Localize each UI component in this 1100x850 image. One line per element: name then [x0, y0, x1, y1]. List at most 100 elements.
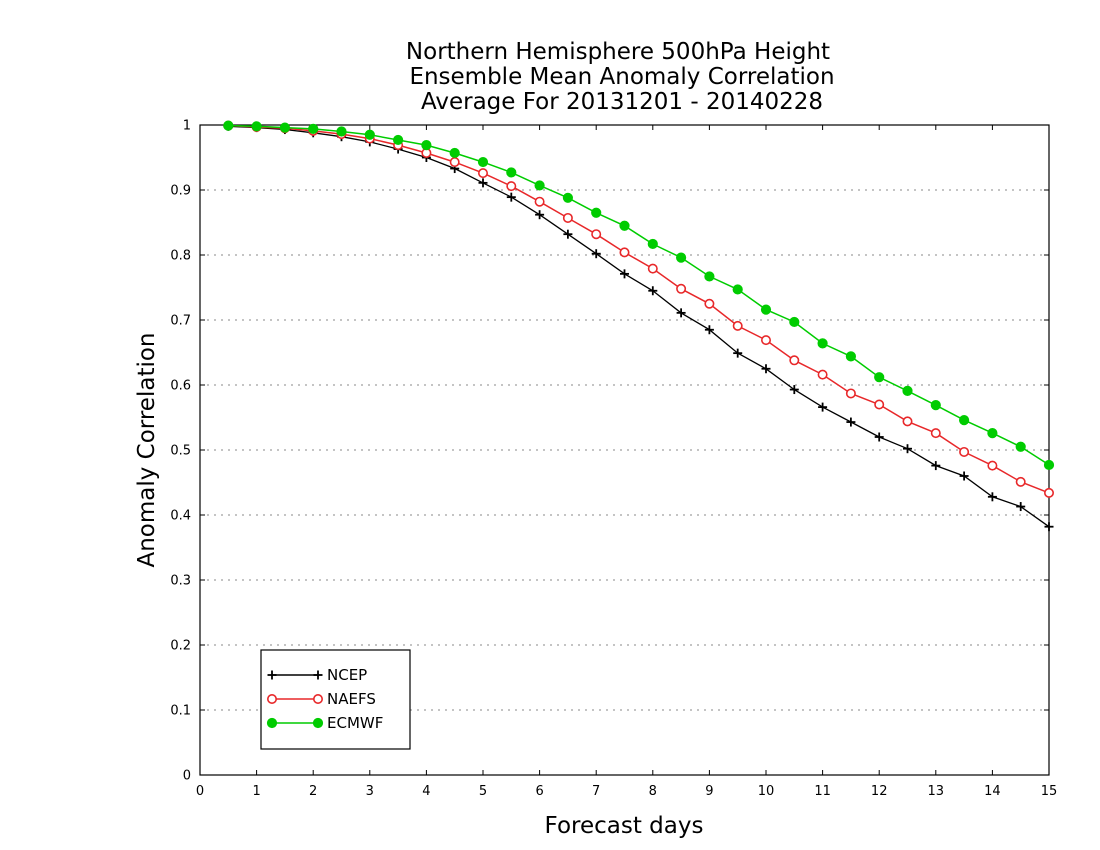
- point-ecmwf: [902, 385, 913, 396]
- legend-box: [260, 649, 411, 750]
- point-naefs: [1044, 487, 1055, 498]
- point-naefs: [817, 369, 828, 380]
- chart-title-line-1: Northern Hemisphere 500hPa Height: [406, 39, 830, 65]
- point-ecmwf: [449, 147, 460, 159]
- point-ncep: [761, 364, 771, 374]
- point-ncep: [506, 192, 516, 202]
- point-ecmwf: [732, 284, 743, 295]
- x-tick-label: 5: [479, 784, 487, 799]
- series-naefs: [223, 120, 1055, 498]
- legend-marker-ncep: [267, 670, 277, 680]
- x-tick-label: 14: [984, 784, 1001, 799]
- x-tick-label: 2: [309, 784, 317, 799]
- point-naefs: [591, 229, 602, 240]
- x-tick-label: 10: [758, 784, 775, 799]
- point-naefs: [845, 388, 856, 399]
- point-ecmwf: [562, 192, 574, 203]
- point-ecmwf: [789, 316, 800, 328]
- point-ncep: [704, 325, 714, 335]
- point-ncep: [874, 432, 884, 442]
- point-ecmwf: [591, 207, 602, 218]
- point-ecmwf: [619, 220, 630, 231]
- point-ecmwf: [704, 271, 715, 282]
- legend-item-naefs: NAEFS: [266, 690, 376, 708]
- x-axis-label: Forecast days: [545, 813, 704, 839]
- series-line-ncep: [228, 125, 1050, 528]
- point-ecmwf: [364, 129, 375, 140]
- point-naefs: [959, 446, 970, 457]
- point-ecmwf: [1043, 459, 1055, 471]
- point-naefs: [987, 460, 998, 471]
- grid-lines: [200, 189, 1049, 711]
- axis-ticks: 0 1 2 3 4 5 6 7 8 9 10 11 12 13 14 1500.10.20.30.40.50.…: [170, 119, 1057, 800]
- point-ecmwf: [534, 180, 545, 191]
- y-tick-label: 0: [183, 769, 191, 784]
- series-ncep: [223, 121, 1054, 532]
- point-naefs: [704, 298, 715, 309]
- y-tick-label: 0.5: [170, 444, 191, 459]
- point-ecmwf: [251, 121, 262, 132]
- point-ecmwf: [336, 126, 347, 137]
- point-ecmwf: [279, 122, 290, 133]
- chart-title-line-3: Average For 20131201 - 20140228: [421, 89, 823, 115]
- point-naefs: [1015, 476, 1026, 487]
- point-ecmwf: [987, 428, 998, 439]
- point-ncep: [620, 269, 629, 279]
- point-ncep: [733, 348, 743, 358]
- series-layer: [223, 120, 1055, 532]
- point-naefs: [534, 196, 545, 207]
- point-naefs: [562, 212, 573, 223]
- legend-marker-naefs: [266, 693, 277, 704]
- x-tick-label: 11: [814, 784, 831, 799]
- point-ncep: [903, 444, 912, 454]
- point-ncep: [987, 492, 997, 502]
- series-line-ecmwf: [228, 124, 1050, 466]
- legend-marker-naefs: [312, 693, 323, 704]
- x-tick-label: 1: [252, 784, 260, 799]
- point-ecmwf: [845, 351, 857, 362]
- x-tick-label: 9: [705, 784, 713, 799]
- legend-marker-ecmwf: [312, 717, 324, 729]
- y-tick-label: 0.1: [170, 704, 191, 719]
- point-ecmwf: [760, 304, 772, 315]
- legend-label-naefs: NAEFS: [327, 690, 376, 708]
- legend: NCEP NAEFS ECMWF: [260, 649, 411, 750]
- chart-title-line-2: Ensemble Mean Anomaly Correlation: [409, 64, 834, 90]
- point-ecmwf: [223, 120, 234, 131]
- point-naefs: [477, 168, 488, 179]
- point-naefs: [930, 428, 941, 439]
- point-ecmwf: [393, 134, 404, 146]
- series-ecmwf: [223, 120, 1055, 471]
- legend-item-ncep: NCEP: [267, 666, 367, 684]
- point-naefs: [789, 355, 800, 366]
- x-tick-label: 8: [649, 784, 657, 799]
- point-ncep: [676, 308, 686, 318]
- point-naefs: [732, 320, 743, 331]
- point-ncep: [563, 229, 573, 239]
- y-tick-label: 0.7: [170, 314, 191, 329]
- x-tick-label: 13: [928, 784, 945, 799]
- legend-item-ecmwf: ECMWF: [266, 714, 383, 732]
- point-ncep: [931, 461, 941, 471]
- point-naefs: [902, 416, 913, 427]
- x-tick-label: 6: [535, 784, 543, 799]
- legend-label-ecmwf: ECMWF: [327, 714, 383, 732]
- x-tick-label: 7: [592, 784, 600, 799]
- point-naefs: [619, 247, 630, 258]
- y-tick-label: 0.8: [170, 249, 191, 264]
- point-naefs: [874, 399, 885, 410]
- x-tick-label: 0: [196, 784, 204, 799]
- point-ecmwf: [308, 123, 319, 134]
- point-ecmwf: [874, 372, 885, 383]
- point-ecmwf: [421, 140, 432, 151]
- point-ncep: [1016, 502, 1026, 512]
- point-naefs: [676, 283, 687, 294]
- point-ecmwf: [506, 167, 517, 178]
- point-ncep: [535, 210, 545, 220]
- point-naefs: [647, 263, 658, 274]
- legend-marker-ecmwf: [266, 717, 278, 729]
- point-ecmwf: [1015, 441, 1026, 452]
- legend-marker-ncep: [313, 670, 323, 680]
- point-ncep: [648, 286, 658, 296]
